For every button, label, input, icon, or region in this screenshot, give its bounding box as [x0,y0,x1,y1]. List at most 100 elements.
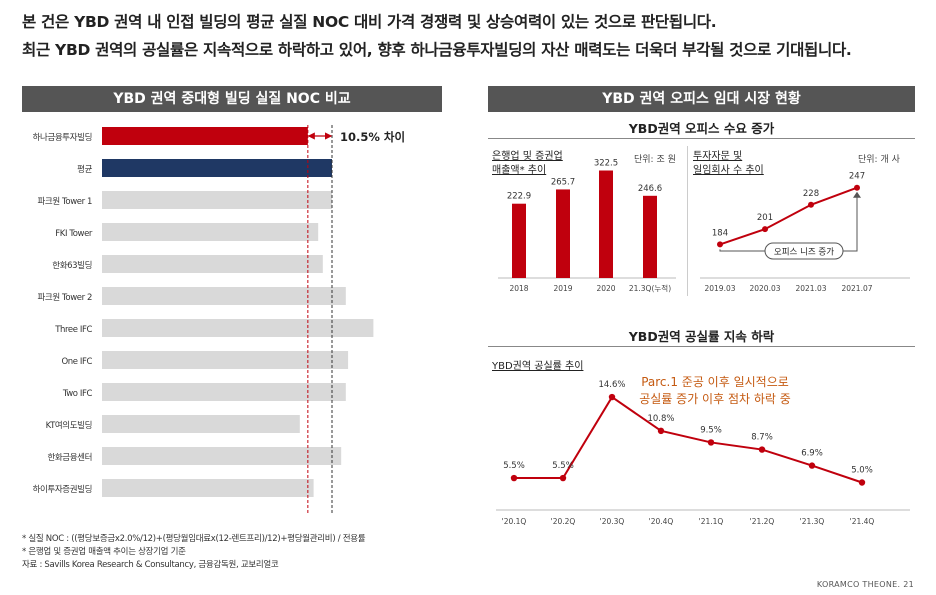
noc-bar [102,223,319,241]
bank-category-label: 2019 [553,284,572,293]
firm-point [762,226,768,233]
vacancy-category-label: '21.4Q [850,517,875,526]
firm-value-label: 228 [803,189,819,199]
bank-bar [512,203,526,278]
firm-point [854,184,860,191]
firm-category-label: 2020.03 [749,284,780,293]
vacancy-point [858,479,866,486]
firm-category-label: 2021.07 [841,284,872,293]
vacancy-annotation-line-2: 공실률 증가 이후 점차 하락 중 [639,392,791,406]
firm-value-label: 184 [712,228,728,238]
noc-row-label: Three IFC [54,325,92,335]
vacancy-category-label: '20.2Q [551,517,576,526]
noc-bar [102,287,346,305]
vacancy-point [808,462,816,469]
note-1: * 실질 NOC : ((평당보증금x2.0%/12)+(평당월임대료x(12-… [22,534,366,544]
noc-bar [102,479,314,497]
noc-row-label: Two IFC [62,389,93,399]
bank-value-label: 222.9 [507,192,531,202]
vacancy-value-label: 6.9% [801,449,823,459]
noc-bar [102,319,374,337]
noc-bar [102,159,332,177]
firm-value-label: 201 [757,213,773,223]
bank-value-label: 265.7 [551,177,575,187]
vacancy-value-label: 10.8% [647,414,674,424]
vacancy-annotation: Parc.1 준공 이후 일시적으로 공실률 증가 이후 점차 하락 중 [600,374,830,408]
firm-chart-label-1: 투자자문 및 [693,151,743,162]
noc-row-label: One IFC [61,357,92,367]
firm-callout-arrowhead [853,191,861,198]
firm-callout-arrow [843,193,858,252]
headline-line-1: 본 건은 YBD 권역 내 인접 빌딩의 평균 실질 NOC 대비 가격 경쟁력… [22,13,717,31]
vacancy-value-label: 5.5% [552,461,574,471]
demand-title: YBD권역 오피스 수요 증가 [628,121,775,136]
note-source: 자료 : Savills Korea Research & Consultanc… [22,560,279,570]
noc-bar [102,191,332,209]
left-banner: YBD 권역 중대형 빌딩 실질 NOC 비교 [22,86,442,112]
vacancy-chart-label: YBD권역 공실률 추이 [492,361,584,372]
vacancy-category-label: '21.3Q [800,517,825,526]
firm-chart-label-2: 일임회사 수 추이 [693,165,764,176]
noc-row-label: 평균 [77,164,92,175]
vacancy-category-label: '20.1Q [502,517,527,526]
bank-chart-label-2: 매출액* 추이 [492,165,547,176]
noc-bar [102,127,308,145]
right-banner: YBD 권역 오피스 임대 시장 현황 [488,86,915,112]
firm-value-label: 247 [849,172,865,182]
firm-unit: 단위: 개 사 [858,155,900,165]
vacancy-value-label: 9.5% [700,425,722,435]
noc-bar [102,415,300,433]
vacancy-category-label: '20.4Q [649,517,674,526]
bank-bar [599,170,613,278]
firm-line [719,186,858,246]
vacancy-point [758,446,766,453]
noc-row-label: 파크원 Tower 1 [38,197,93,207]
noc-bar [102,447,342,465]
noc-row-label: 한화63빌딩 [52,260,92,271]
vacancy-category-label: '20.3Q [600,517,625,526]
noc-row-label: 파크원 Tower 2 [38,293,93,303]
vacancy-category-label: '21.2Q [750,517,775,526]
vacancy-point [559,474,567,482]
noc-diff-label: 10.5% 차이 [340,130,405,144]
bank-unit: 단위: 조 원 [634,155,676,165]
noc-row-label: KT여의도빌딩 [46,420,92,431]
vacancy-category-label: '21.1Q [699,517,724,526]
noc-bar [102,255,323,273]
vacancy-value-label: 5.0% [851,466,873,476]
vacancy-value-label: 5.5% [503,461,525,471]
vacancy-annotation-line-1: Parc.1 준공 이후 일시적으로 [641,375,789,389]
bank-bar [556,189,570,278]
noc-bar [102,351,349,369]
firm-point [808,201,814,208]
bank-value-label: 246.6 [638,184,662,194]
demand-vertical-divider [687,146,688,296]
noc-row-label: 하나금융투자빌딩 [33,132,92,143]
demand-divider [488,138,915,139]
firm-point [717,241,723,248]
firm-category-label: 2021.03 [795,284,826,293]
noc-row-label: 한화금융센터 [47,452,92,463]
vacancy-title: YBD권역 공실률 지속 하락 [628,329,775,344]
firm-callout-text: 오피스 니즈 증가 [774,247,834,258]
noc-row-label: 하이투자증권빌딩 [33,484,92,495]
headline-line-2: 최근 YBD 권역의 공실률은 지속적으로 하락하고 있어, 향후 하나금융투자… [22,41,852,59]
firm-category-label: 2019.03 [704,284,735,293]
vacancy-point [510,474,518,482]
bank-category-label: 21.3Q(누적) [629,283,671,293]
bank-bar [643,195,657,278]
bank-value-label: 322.5 [594,159,618,169]
firm-callout-connector [719,249,765,252]
noc-bar [102,383,346,401]
bank-category-label: 2018 [509,284,528,293]
note-2: * 은행업 및 증권업 매출액 추이는 상장기업 기준 [22,547,186,557]
vacancy-divider [488,346,915,347]
bank-category-label: 2020 [596,284,615,293]
vacancy-point [657,427,665,435]
noc-row-label: FKI Tower [55,229,93,239]
bank-chart-label-1: 은행업 및 증권업 [492,151,563,162]
footer: KORAMCO THEONE. 21 [816,580,914,589]
vacancy-line [514,395,863,484]
firm-callout-box [764,242,844,260]
